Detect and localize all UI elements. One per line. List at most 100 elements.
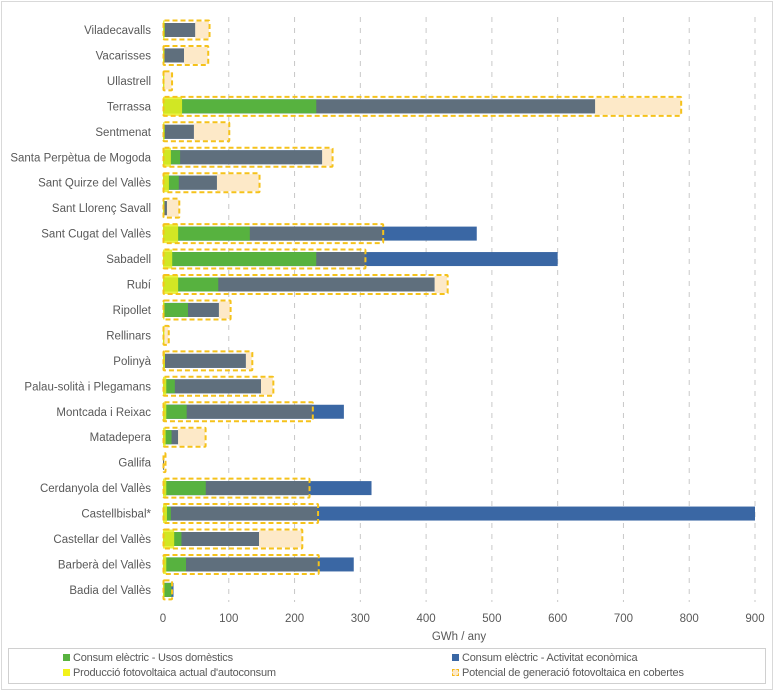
bar-potential-fill <box>218 301 231 319</box>
category-label: Sant Cugat del Vallès <box>41 229 151 241</box>
category-label: Polinyà <box>113 356 151 368</box>
bar-economic-overlap <box>163 532 260 546</box>
legend: Consum elèctric - Usos domèstics Consum … <box>8 648 766 684</box>
bar-group <box>162 528 304 550</box>
bar-production <box>163 504 167 524</box>
bar-domestic <box>163 404 187 419</box>
bar-group <box>162 401 344 423</box>
bar-potential-fill <box>259 530 302 548</box>
bar-potential-outline <box>162 95 683 117</box>
bar-production <box>163 147 171 167</box>
bar-potential-outline <box>162 503 320 525</box>
bars <box>162 19 755 601</box>
bar-group <box>162 44 210 66</box>
bar-domestic <box>163 557 187 572</box>
bar-potential-outline <box>162 172 261 194</box>
bar-group <box>162 324 170 346</box>
bar-potential-outline <box>162 477 311 499</box>
bar-production <box>163 427 166 447</box>
bar-economic-overlap <box>163 379 262 394</box>
bar-group <box>162 426 207 448</box>
bar-potential-outline <box>162 248 367 270</box>
x-tick-label: 300 <box>351 613 370 625</box>
bar-potential-fill <box>163 72 172 90</box>
x-tick-label: 600 <box>548 613 567 625</box>
bar-potential-outline <box>162 146 334 168</box>
legend-item-production: Producció fotovoltaica actual d'autocons… <box>63 667 276 679</box>
category-label: Rellinars <box>106 330 151 342</box>
bar-domestic <box>163 481 206 496</box>
category-labels: Viladecavalls Vacarisses Ullastrell Terrass… <box>10 25 151 597</box>
bar-domestic <box>163 226 250 241</box>
bar-production <box>163 402 167 422</box>
bar-potential-outline <box>162 553 320 575</box>
bar-group <box>162 223 477 245</box>
bar-potential-fill <box>595 97 681 115</box>
category-label: Terrassa <box>107 101 152 113</box>
legend-swatch-economic <box>452 654 459 661</box>
bar-potential-outline <box>162 350 254 372</box>
bar-production <box>163 300 165 320</box>
bar-production <box>163 173 169 193</box>
bar-group <box>162 19 211 41</box>
category-label: Vacarisses <box>96 50 152 62</box>
x-tick-label: 200 <box>285 613 304 625</box>
bar-potential-outline <box>162 528 304 550</box>
category-label: Ripollet <box>113 305 152 317</box>
bar-group <box>162 70 174 92</box>
category-label: Ullastrell <box>107 76 151 88</box>
bar-domestic <box>163 302 188 317</box>
category-label: Santa Perpètua de Mogoda <box>10 152 151 164</box>
bar-production <box>163 376 167 396</box>
bar-group <box>162 121 231 143</box>
category-label: Rubí <box>127 280 152 292</box>
bar-potential-fill <box>216 174 260 192</box>
bar-domestic <box>163 99 317 114</box>
bar-production <box>163 122 165 142</box>
bar-domestic <box>163 430 172 445</box>
legend-item-domestic: Consum elèctric - Usos domèstics <box>63 652 233 664</box>
category-label: Cerdanyola del Vallès <box>40 483 151 495</box>
category-label: Castellar del Vallès <box>53 534 151 546</box>
bar-potential-outline <box>162 579 174 601</box>
x-tick-labels: 0 100 200 300 400 500 600 700 800 900 <box>160 613 765 625</box>
legend-swatch-domestic <box>63 654 70 661</box>
bar-group <box>162 172 261 194</box>
x-tick-label: 100 <box>219 613 238 625</box>
bar-group <box>162 248 558 270</box>
legend-item-potential: Potencial de generació fotovoltaica en c… <box>452 667 684 679</box>
x-tick-label: 800 <box>680 613 699 625</box>
bar-production <box>163 249 173 269</box>
bar-economic-overlap <box>163 506 318 521</box>
legend-item-economic: Consum elèctric - Activitat econòmica <box>452 652 638 664</box>
category-label: Sabadell <box>106 254 151 266</box>
category-label: Barberà del Vallès <box>58 559 151 571</box>
bar-group <box>162 375 275 397</box>
bar-group <box>162 146 334 168</box>
bar-economic-overlap <box>163 455 164 470</box>
bar-potential-outline <box>162 452 167 474</box>
bar-group <box>162 95 683 117</box>
x-tick-label: 900 <box>745 613 764 625</box>
bar-group <box>162 299 232 321</box>
bar-group <box>162 553 354 575</box>
bar-group <box>162 350 254 372</box>
bar-economic-overlap <box>163 404 313 419</box>
bar-economic-overlap <box>163 353 246 368</box>
bar-economic-overlap <box>163 277 435 292</box>
bar-economic-overlap <box>163 124 194 139</box>
category-label: Sant Quirze del Vallès <box>38 178 151 190</box>
bar-production <box>163 478 167 498</box>
bar-potential-fill <box>322 148 333 166</box>
category-label: Castellbisbal* <box>81 509 151 521</box>
bar-production <box>163 529 175 549</box>
category-label: Palau-solità i Plegamans <box>24 381 151 393</box>
category-label: Montcada i Reixac <box>56 407 151 419</box>
bar-potential-fill <box>178 428 206 446</box>
bar-potential-outline <box>162 324 170 346</box>
bar-potential-outline <box>162 274 449 295</box>
category-label: Matadepera <box>90 432 152 444</box>
bar-domestic <box>163 582 172 597</box>
category-label: Sentmenat <box>95 127 151 139</box>
bar-group <box>162 503 755 525</box>
